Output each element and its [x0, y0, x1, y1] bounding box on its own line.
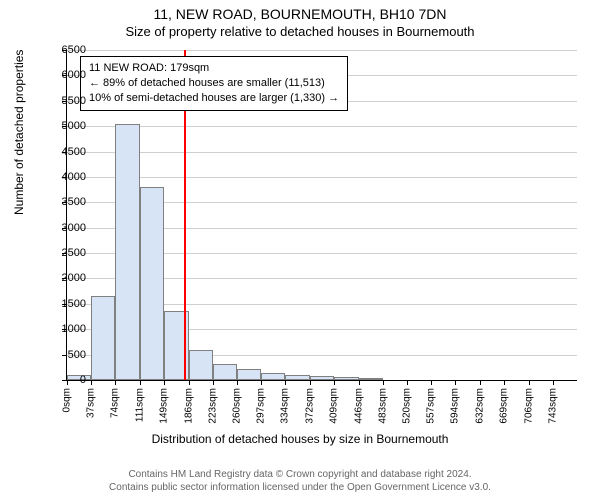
- x-tickmark: [115, 380, 116, 385]
- x-tick-label: 632sqm: [475, 388, 486, 424]
- x-tickmark: [285, 380, 286, 385]
- grid-line: [67, 177, 577, 178]
- x-tick-label: 483sqm: [377, 388, 388, 424]
- x-tickmark: [407, 380, 408, 385]
- info-line-3: 10% of semi-detached houses are larger (…: [89, 91, 339, 106]
- histogram-bar: [334, 377, 358, 380]
- x-tickmark: [383, 380, 384, 385]
- histogram-bar: [310, 376, 334, 380]
- x-tick-label: 297sqm: [256, 388, 267, 424]
- y-tick-label: 2500: [46, 247, 86, 259]
- x-tickmark: [455, 380, 456, 385]
- x-tickmark: [553, 380, 554, 385]
- y-tick-label: 5000: [46, 120, 86, 132]
- x-tick-label: 409sqm: [329, 388, 340, 424]
- x-tick-label: 0sqm: [62, 388, 73, 412]
- chart-subtitle: Size of property relative to detached ho…: [0, 22, 600, 43]
- footer: Contains HM Land Registry data © Crown c…: [0, 468, 600, 494]
- histogram-bar: [285, 375, 309, 380]
- y-tick-label: 3000: [46, 222, 86, 234]
- info-box: 11 NEW ROAD: 179sqm ← 89% of detached ho…: [80, 56, 348, 111]
- y-tick-label: 1500: [46, 298, 86, 310]
- grid-line: [67, 126, 577, 127]
- y-tick-label: 3500: [46, 196, 86, 208]
- x-tick-label: 260sqm: [232, 388, 243, 424]
- x-tick-label: 111sqm: [134, 388, 145, 422]
- x-tick-label: 37sqm: [86, 388, 97, 418]
- x-tickmark: [504, 380, 505, 385]
- histogram-bar: [115, 124, 139, 380]
- chart-container: 11, NEW ROAD, BOURNEMOUTH, BH10 7DN Size…: [0, 0, 600, 500]
- x-tick-label: 446sqm: [353, 388, 364, 424]
- histogram-bar: [261, 373, 285, 380]
- x-tickmark: [140, 380, 141, 385]
- x-tick-label: 706sqm: [523, 388, 534, 424]
- x-tickmark: [91, 380, 92, 385]
- x-tick-label: 223sqm: [207, 388, 218, 424]
- histogram-bar: [213, 364, 237, 380]
- info-line-1: 11 NEW ROAD: 179sqm: [89, 61, 339, 76]
- x-tickmark: [310, 380, 311, 385]
- y-tick-label: 4500: [46, 146, 86, 158]
- y-axis-label: Number of detached properties: [12, 50, 26, 215]
- x-tickmark: [164, 380, 165, 385]
- chart-title: 11, NEW ROAD, BOURNEMOUTH, BH10 7DN: [0, 0, 600, 22]
- y-tick-label: 0: [46, 374, 86, 386]
- x-tickmark: [261, 380, 262, 385]
- histogram-bar: [91, 296, 115, 380]
- x-tickmark: [237, 380, 238, 385]
- x-tickmark: [431, 380, 432, 385]
- histogram-bar: [237, 369, 261, 380]
- x-tickmark: [480, 380, 481, 385]
- y-tick-label: 5500: [46, 95, 86, 107]
- x-tick-label: 520sqm: [402, 388, 413, 424]
- histogram-bar: [140, 187, 164, 380]
- x-tick-label: 149sqm: [159, 388, 170, 424]
- y-tick-label: 4000: [46, 171, 86, 183]
- x-tick-label: 669sqm: [499, 388, 510, 424]
- x-axis-label: Distribution of detached houses by size …: [0, 432, 600, 446]
- x-tick-label: 74sqm: [110, 388, 121, 418]
- chart-area: 0sqm37sqm74sqm111sqm149sqm186sqm223sqm26…: [66, 50, 576, 380]
- grid-line: [67, 152, 577, 153]
- histogram-bar: [189, 350, 213, 380]
- x-tickmark: [213, 380, 214, 385]
- grid-line: [67, 50, 577, 51]
- y-tick-label: 6000: [46, 69, 86, 81]
- footer-line-2: Contains public sector information licen…: [0, 481, 600, 494]
- y-tick-label: 6500: [46, 44, 86, 56]
- x-tick-label: 594sqm: [450, 388, 461, 424]
- x-tick-label: 557sqm: [426, 388, 437, 424]
- info-line-2: ← 89% of detached houses are smaller (11…: [89, 76, 339, 91]
- x-tick-label: 186sqm: [183, 388, 194, 424]
- footer-line-1: Contains HM Land Registry data © Crown c…: [0, 468, 600, 481]
- x-tickmark: [189, 380, 190, 385]
- x-tick-label: 743sqm: [547, 388, 558, 424]
- x-tick-label: 372sqm: [305, 388, 316, 424]
- histogram-bar: [359, 378, 383, 380]
- y-tick-label: 2000: [46, 272, 86, 284]
- x-tickmark: [334, 380, 335, 385]
- x-tick-label: 334sqm: [280, 388, 291, 424]
- x-tickmark: [359, 380, 360, 385]
- x-tickmark: [529, 380, 530, 385]
- y-tick-label: 500: [46, 349, 86, 361]
- y-tick-label: 1000: [46, 323, 86, 335]
